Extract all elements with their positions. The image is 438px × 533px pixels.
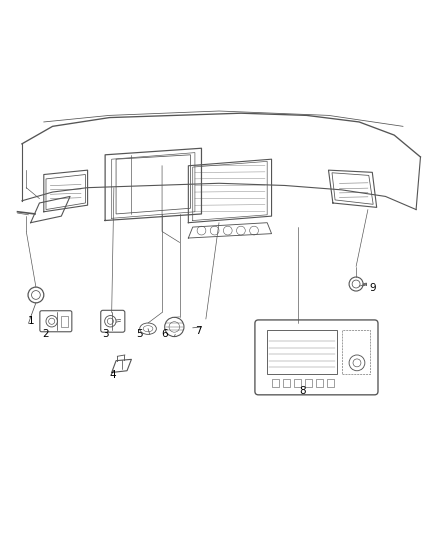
Text: 4: 4 [110,370,117,380]
Text: 9: 9 [369,282,376,293]
Bar [283,379,290,387]
Bar [316,379,323,387]
Text: 3: 3 [102,328,109,338]
Bar [294,379,301,387]
Bar [267,330,337,374]
Text: 2: 2 [42,328,49,338]
Bar [327,379,334,387]
Text: 5: 5 [136,329,143,340]
Bar [272,379,279,387]
Bar [61,316,68,327]
Text: 8: 8 [299,386,306,397]
Text: 6: 6 [161,329,168,340]
Text: 1: 1 [28,316,35,326]
Bar [305,379,312,387]
Text: 7: 7 [194,326,201,336]
